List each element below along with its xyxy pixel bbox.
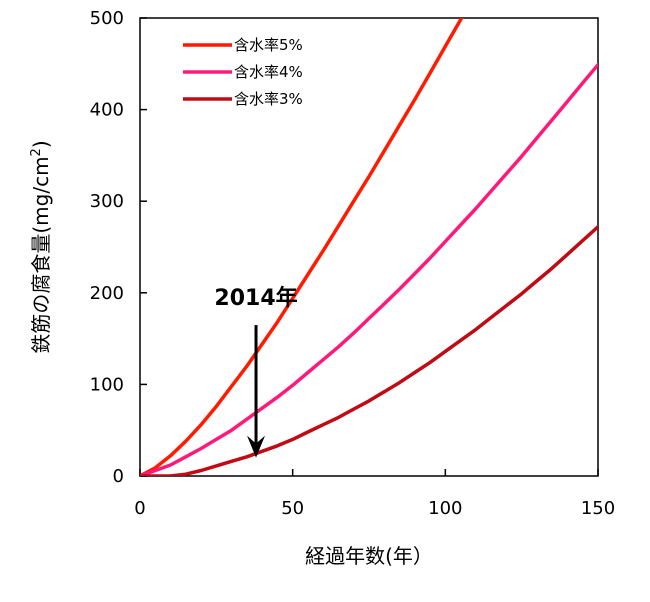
annotation: 2014年 [214, 285, 298, 458]
legend-label: 含水率5% [234, 36, 303, 54]
legend: 含水率5% 含水率4% 含水率3% [183, 36, 303, 108]
series-line-3 [140, 225, 598, 476]
legend-label: 含水率3% [234, 90, 303, 108]
y-axis-title-superscript: 2 [29, 148, 44, 156]
y-tick-label: 300 [90, 191, 124, 212]
y-tick-label: 400 [90, 100, 124, 121]
series-line-2 [140, 62, 598, 476]
y-axis-title-main: 鉄筋の腐食量(mg/cm [29, 156, 53, 353]
y-axis-ticks: 0 100 200 300 400 500 [90, 8, 147, 487]
x-tick-label: 0 [134, 498, 145, 519]
x-tick-label: 100 [428, 498, 462, 519]
annotation-label: 2014年 [214, 285, 297, 311]
y-tick-label: 0 [113, 466, 124, 487]
legend-label: 含水率4% [234, 63, 303, 81]
y-tick-label: 100 [90, 374, 124, 395]
series-group [140, 18, 598, 476]
x-tick-label: 50 [281, 498, 304, 519]
x-axis-ticks: 0 50 100 150 [134, 469, 615, 519]
y-tick-label: 200 [90, 283, 124, 304]
y-tick-label: 500 [90, 8, 124, 29]
series-line-1 [140, 18, 464, 476]
plot-area-frame [139, 17, 599, 477]
y-axis-title-close: ) [29, 140, 53, 148]
y-axis-title: 鉄筋の腐食量(mg/cm2) [29, 140, 53, 353]
x-tick-label: 150 [581, 498, 615, 519]
annotation-arrow-head [247, 435, 266, 458]
x-axis-title: 経過年数(年） [305, 544, 433, 568]
